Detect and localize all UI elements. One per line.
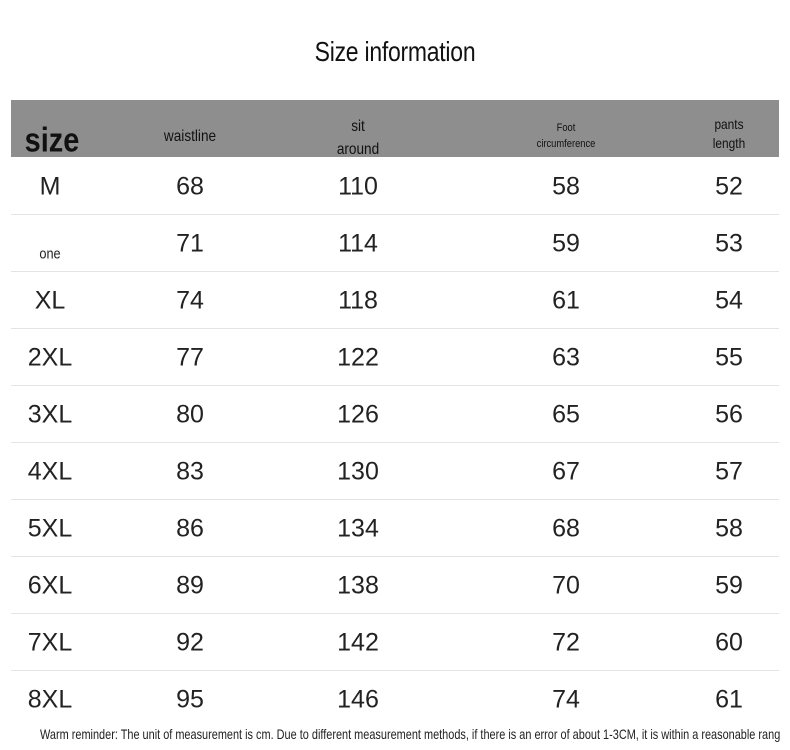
size-cell: 6XL: [27, 571, 73, 600]
value-cell: 138: [337, 571, 379, 600]
value-cell: 53: [715, 229, 743, 258]
value-cell: 118: [338, 286, 378, 315]
value-cell: 70: [552, 571, 580, 600]
row-divider: [11, 271, 779, 272]
value-cell: 55: [715, 343, 743, 372]
value-cell: 60: [715, 628, 743, 657]
value-cell: 142: [337, 628, 379, 657]
value-cell: 80: [176, 400, 204, 429]
value-cell: 72: [552, 628, 580, 657]
value-cell: 134: [337, 514, 379, 543]
value-cell: 57: [715, 457, 743, 486]
size-cell: 3XL: [27, 400, 73, 429]
column-header: waistline: [163, 128, 217, 145]
row-divider: [11, 442, 779, 443]
column-header: sit around: [336, 118, 380, 158]
row-divider: [11, 385, 779, 386]
value-cell: 68: [552, 514, 580, 543]
row-divider: [11, 613, 779, 614]
value-cell: 92: [176, 628, 204, 657]
value-cell: 65: [552, 400, 580, 429]
value-cell: 110: [338, 172, 378, 201]
value-cell: 86: [176, 514, 204, 543]
value-cell: 63: [552, 343, 580, 372]
row-divider: [11, 328, 779, 329]
row-divider: [11, 670, 779, 671]
size-cell: one: [39, 245, 61, 263]
value-cell: 77: [176, 343, 204, 372]
header-band: [11, 100, 779, 157]
value-cell: 126: [337, 400, 379, 429]
size-cell: XL: [34, 286, 66, 315]
value-cell: 83: [176, 457, 204, 486]
size-cell: 2XL: [27, 343, 73, 372]
value-cell: 61: [715, 685, 743, 714]
value-cell: 71: [176, 229, 204, 258]
value-cell: 68: [176, 172, 204, 201]
value-cell: 146: [337, 685, 379, 714]
value-cell: 61: [552, 286, 580, 315]
value-cell: 130: [337, 457, 379, 486]
value-cell: 56: [715, 400, 743, 429]
value-cell: 67: [552, 457, 580, 486]
size-cell: 7XL: [27, 628, 73, 657]
value-cell: 52: [715, 172, 743, 201]
size-cell: M: [39, 172, 61, 201]
value-cell: 89: [176, 571, 204, 600]
size-cell: 5XL: [27, 514, 73, 543]
column-header: size: [24, 121, 80, 160]
value-cell: 58: [552, 172, 580, 201]
value-cell: 59: [552, 229, 580, 258]
value-cell: 54: [715, 286, 743, 315]
size-cell: 8XL: [27, 685, 73, 714]
value-cell: 74: [176, 286, 204, 315]
column-header: pants length: [712, 116, 746, 151]
value-cell: 114: [338, 229, 378, 258]
value-cell: 122: [337, 343, 379, 372]
value-cell: 59: [715, 571, 743, 600]
page-title: Size information: [314, 36, 476, 67]
value-cell: 74: [552, 685, 580, 714]
value-cell: 58: [715, 514, 743, 543]
row-divider: [11, 214, 779, 215]
row-divider: [11, 499, 779, 500]
value-cell: 95: [176, 685, 204, 714]
row-divider: [11, 556, 779, 557]
footnote: Warm reminder: The unit of measurement i…: [40, 726, 781, 742]
column-header: Foot circumference: [536, 122, 596, 150]
size-cell: 4XL: [27, 457, 73, 486]
